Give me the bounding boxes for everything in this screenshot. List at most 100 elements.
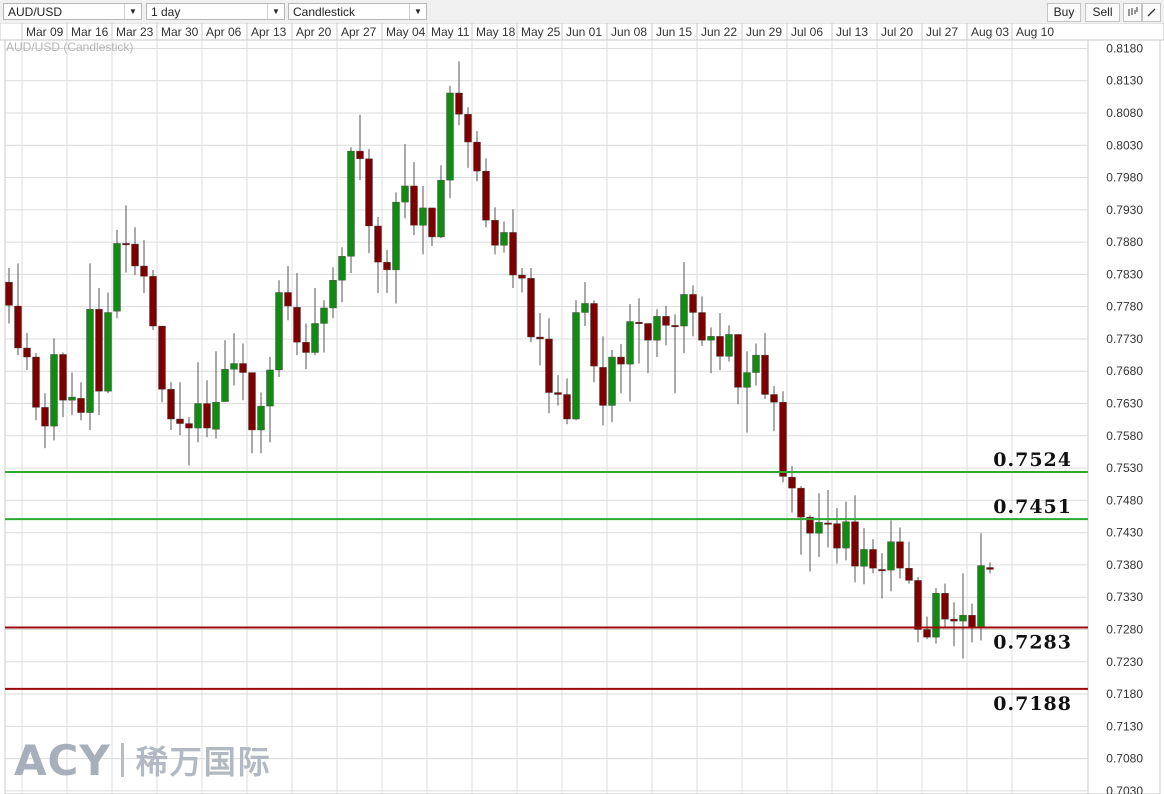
x-tick-label: May 25 <box>521 25 561 39</box>
candle-body-down <box>950 618 958 622</box>
candle-body-down <box>302 341 310 353</box>
candle-body-down <box>689 294 697 313</box>
candle-body-down <box>905 567 913 581</box>
candle-body-down <box>140 265 148 277</box>
candle-body-up <box>68 396 76 401</box>
y-tick-label: 0.8180 <box>1106 41 1143 55</box>
candle-body-down <box>716 336 724 357</box>
y-tick-label: 0.7180 <box>1106 687 1143 701</box>
candle-body-up <box>707 336 715 341</box>
chevron-down-icon[interactable]: ▼ <box>124 4 141 19</box>
candle-body-down <box>518 274 526 279</box>
x-tick-label: Apr 20 <box>296 25 332 39</box>
candle-body-up <box>581 303 589 313</box>
level-label: 0.7451 <box>993 496 1072 518</box>
candle-body-down <box>554 392 562 395</box>
chevron-down-icon[interactable]: ▼ <box>267 4 284 19</box>
candle-body-down <box>563 394 571 420</box>
y-tick-label: 0.7380 <box>1106 558 1143 572</box>
sell-button[interactable]: Sell <box>1085 3 1120 22</box>
candle-body-down <box>5 281 13 306</box>
candle-body-up <box>275 292 283 371</box>
candle-body-up <box>626 321 634 365</box>
chevron-down-icon[interactable]: ▼ <box>409 4 426 19</box>
watermark-divider <box>120 743 124 777</box>
candle-body-up <box>113 243 121 312</box>
candle-body-down <box>788 476 796 489</box>
x-tick-label: Aug 03 <box>971 25 1009 39</box>
candle-body-up <box>347 150 355 257</box>
candle-body-down <box>509 232 517 276</box>
x-tick-label: Mar 09 <box>26 25 64 39</box>
candle-body-down <box>32 356 40 408</box>
candle-body-up <box>104 312 112 392</box>
candle-body-down <box>662 316 670 326</box>
candle-body-down <box>365 158 373 227</box>
y-tick-label: 0.8080 <box>1106 106 1143 120</box>
candle-body-down <box>869 549 877 569</box>
candle-body-up <box>977 565 985 628</box>
interval-select[interactable]: 1 day ▼ <box>146 3 285 20</box>
candle-body-up <box>50 354 58 427</box>
interval-value: 1 day <box>151 5 181 19</box>
chart-type-select[interactable]: Candlestick ▼ <box>288 3 427 20</box>
candle-body-down <box>968 615 976 628</box>
y-tick-label: 0.7630 <box>1106 397 1143 411</box>
candle-body-down <box>986 567 994 570</box>
y-tick-label: 0.7930 <box>1106 203 1143 217</box>
y-tick-label: 0.7780 <box>1106 300 1143 314</box>
candle-body-down <box>536 336 544 340</box>
candle-body-down <box>23 347 31 358</box>
y-tick-label: 0.7530 <box>1106 461 1143 475</box>
candle-body-down <box>644 323 652 341</box>
chart-title: AUD/USD (Candlestick) <box>6 40 134 54</box>
y-tick-label: 0.7830 <box>1106 267 1143 281</box>
toolbar: AUD/USD ▼ 1 day ▼ Candlestick ▼ Buy Sell <box>0 0 1164 23</box>
candle-body-up <box>500 232 508 246</box>
candle-body-down <box>599 367 607 406</box>
x-tick-label: Jul 20 <box>881 25 913 39</box>
candle-body-up <box>752 354 760 373</box>
candle-body-up <box>266 369 274 407</box>
candle-body-down <box>617 356 625 365</box>
draw-line-icon <box>1147 8 1156 17</box>
y-tick-label: 0.8130 <box>1106 74 1143 88</box>
candlestick-chart[interactable]: 0.8180 0.8130 0.8080 0.8030 0.7980 0.7930 0.78… <box>0 23 1164 794</box>
candle-body-up <box>221 369 229 402</box>
candle-body-up <box>311 323 319 353</box>
candle-body-down <box>761 354 769 395</box>
candle-body-down <box>527 278 535 338</box>
y-tick-label: 0.7080 <box>1106 752 1143 766</box>
candle-body-down <box>41 407 49 427</box>
candle-body-down <box>635 321 643 324</box>
candle-body-down <box>95 309 103 392</box>
x-tick-label: May 04 <box>386 25 426 39</box>
y-tick-label: 0.7580 <box>1106 429 1143 443</box>
candle-body-up <box>725 334 733 357</box>
candle-body-down <box>824 522 832 525</box>
x-tick-label: Jun 29 <box>746 25 782 39</box>
watermark-chinese: 稀万国际 <box>135 744 272 780</box>
candle-body-down <box>473 141 481 172</box>
y-tick-label: 0.8030 <box>1106 138 1143 152</box>
candle-body-up <box>86 309 94 413</box>
buy-button[interactable]: Buy <box>1047 3 1081 22</box>
chart-area[interactable]: 0.8180 0.8130 0.8080 0.8030 0.7980 0.7930 0.78… <box>0 23 1164 794</box>
symbol-select[interactable]: AUD/USD ▼ <box>3 3 142 20</box>
candle-style-button[interactable] <box>1123 3 1142 22</box>
draw-line-button[interactable] <box>1142 3 1161 22</box>
x-tick-label: Apr 06 <box>206 25 242 39</box>
candle-body-down <box>77 398 85 413</box>
symbol-value: AUD/USD <box>8 5 63 19</box>
candle-body-down <box>203 403 211 429</box>
candle-body-down <box>491 219 499 246</box>
candle-body-up <box>392 201 400 271</box>
candle-body-up <box>842 521 850 549</box>
y-tick-label: 0.7430 <box>1106 526 1143 540</box>
candle-body-down <box>158 325 166 390</box>
candle-body-down <box>896 541 904 569</box>
candle-body-down <box>383 261 391 271</box>
candle-body-up <box>446 92 454 181</box>
y-tick-label: 0.7680 <box>1106 364 1143 378</box>
candle-body-down <box>797 487 805 518</box>
